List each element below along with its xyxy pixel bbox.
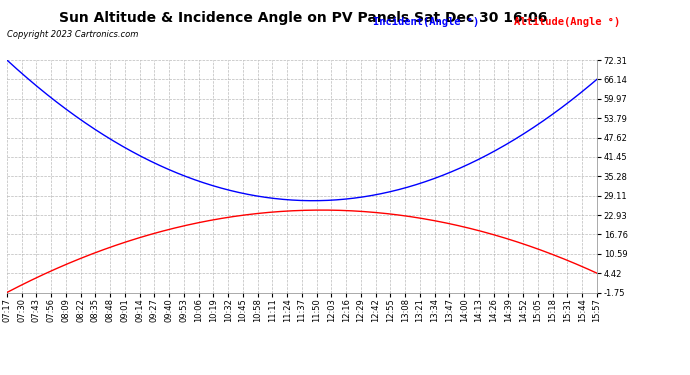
Text: Altitude(Angle °): Altitude(Angle °) [514, 17, 620, 27]
Text: Copyright 2023 Cartronics.com: Copyright 2023 Cartronics.com [7, 30, 138, 39]
Text: Sun Altitude & Incidence Angle on PV Panels Sat Dec 30 16:06: Sun Altitude & Incidence Angle on PV Pan… [59, 11, 548, 25]
Text: Incident(Angle °): Incident(Angle °) [373, 17, 479, 27]
